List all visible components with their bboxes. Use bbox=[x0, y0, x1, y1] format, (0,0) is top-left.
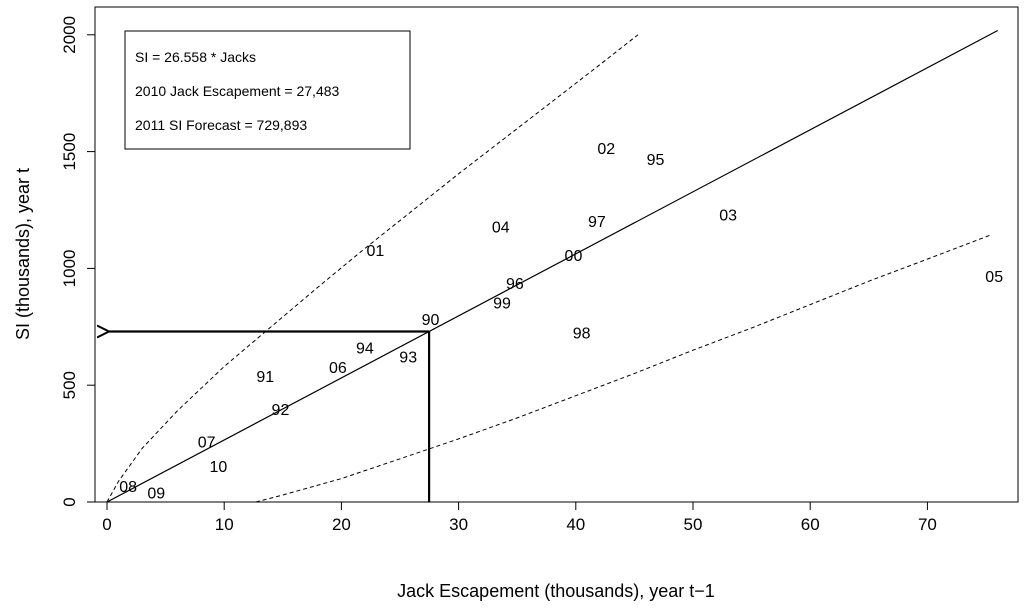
x-tick-label: 10 bbox=[215, 515, 234, 534]
point-label-92: 92 bbox=[272, 402, 290, 419]
x-tick-label: 70 bbox=[918, 515, 937, 534]
point-label-07: 07 bbox=[198, 434, 216, 451]
x-tick-label: 20 bbox=[332, 515, 351, 534]
point-label-93: 93 bbox=[399, 349, 417, 366]
x-tick-label: 50 bbox=[684, 515, 703, 534]
point-label-02: 02 bbox=[597, 141, 615, 158]
legend-forecast: 2011 SI Forecast = 729,893 bbox=[135, 117, 307, 133]
legend-box bbox=[124, 30, 411, 150]
point-label-03: 03 bbox=[719, 207, 737, 224]
y-tick-label: 1500 bbox=[60, 133, 79, 171]
y-tick-label: 500 bbox=[60, 371, 79, 399]
point-label-96: 96 bbox=[506, 276, 524, 293]
x-tick-label: 30 bbox=[449, 515, 468, 534]
forecast-group bbox=[109, 331, 431, 502]
legend-equation: SI = 26.558 * Jacks bbox=[135, 49, 256, 65]
x-tick-label: 0 bbox=[102, 515, 111, 534]
legend-escapement: 2010 Jack Escapement = 27,483 bbox=[135, 83, 340, 99]
point-label-10: 10 bbox=[209, 459, 227, 476]
point-label-01: 01 bbox=[366, 243, 384, 260]
y-tick-label: 0 bbox=[60, 497, 79, 506]
point-label-98: 98 bbox=[573, 325, 591, 342]
upper-bound-line bbox=[106, 34, 639, 503]
point-label-00: 00 bbox=[565, 248, 583, 265]
fit-line-group bbox=[106, 29, 999, 503]
point-label-97: 97 bbox=[588, 214, 606, 231]
x-axis-title: Jack Escapement (thousands), year t−1 bbox=[397, 581, 715, 601]
lower-bound-line bbox=[255, 234, 993, 503]
point-label-91: 91 bbox=[256, 369, 274, 386]
y-tick-label: 2000 bbox=[60, 16, 79, 54]
point-label-05: 05 bbox=[985, 269, 1003, 286]
point-label-95: 95 bbox=[647, 152, 665, 169]
y-axis: 0 500 1000 1500 2000 bbox=[60, 16, 96, 507]
x-tick-label: 40 bbox=[566, 515, 585, 534]
prediction-bounds bbox=[106, 34, 993, 503]
x-axis: 0 10 20 30 40 50 60 70 bbox=[102, 501, 937, 534]
point-label-99: 99 bbox=[493, 296, 511, 313]
point-label-04: 04 bbox=[492, 219, 510, 236]
regression-line bbox=[106, 29, 999, 503]
y-tick-label: 1000 bbox=[60, 249, 79, 287]
x-tick-label: 60 bbox=[801, 515, 820, 534]
point-label-09: 09 bbox=[147, 485, 165, 502]
legend: SI = 26.558 * Jacks 2010 Jack Escapement… bbox=[124, 30, 411, 150]
point-label-08: 08 bbox=[119, 479, 137, 496]
point-label-94: 94 bbox=[356, 340, 374, 357]
point-label-06: 06 bbox=[329, 360, 347, 377]
point-label-90: 90 bbox=[422, 312, 440, 329]
y-axis-title: SI (thousands), year t bbox=[13, 168, 33, 340]
data-points: 08 09 10 07 92 91 06 94 93 90 01 99 96 04 00 97 98 02 95 03… bbox=[119, 141, 1003, 503]
